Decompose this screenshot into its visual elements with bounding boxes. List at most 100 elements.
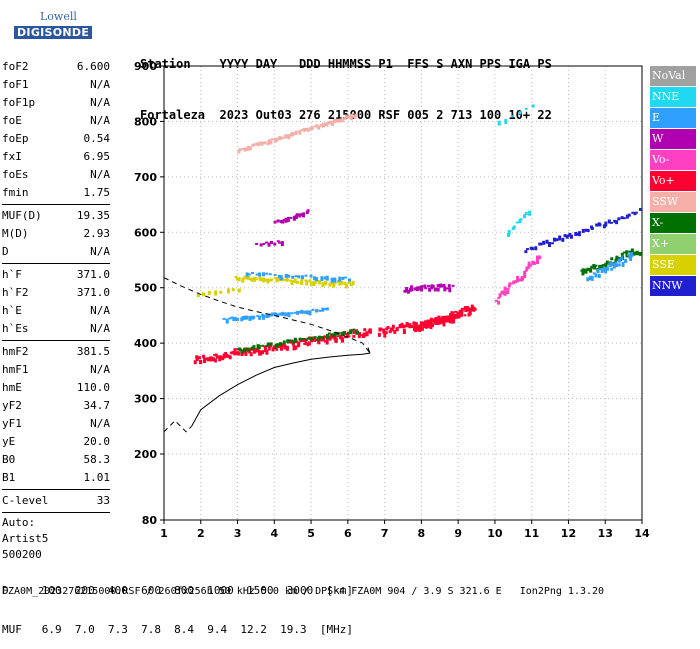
echo-point xyxy=(350,329,354,332)
echo-point xyxy=(218,355,222,359)
param-name: yF2 xyxy=(2,399,22,412)
echo-point xyxy=(306,343,310,347)
param-hes: h`Es N/A xyxy=(2,320,110,338)
echo-point xyxy=(278,136,282,141)
echo-point xyxy=(627,213,631,217)
scaled-parameters-panel: foF2 6.600 foF1 N/A foF1p N/A foE N/A foEp 0.54 fx… xyxy=(2,58,110,563)
param-value: 19.35 xyxy=(76,209,110,222)
echo-point xyxy=(196,294,200,298)
echo-point xyxy=(420,327,424,331)
echo-point xyxy=(306,209,310,213)
x-tick-label: 3 xyxy=(234,527,242,540)
echo-point xyxy=(211,357,215,362)
logo-line1: Lowell xyxy=(40,10,77,23)
echo-point xyxy=(351,280,355,285)
echo-point xyxy=(234,317,238,322)
echo-point xyxy=(506,287,510,291)
echo-point xyxy=(340,331,344,336)
echo-point xyxy=(279,136,283,140)
echo-point xyxy=(349,115,353,121)
echo-point xyxy=(207,290,211,295)
echo-point xyxy=(569,234,573,239)
echo-point xyxy=(258,141,262,144)
echo-point xyxy=(253,276,257,282)
echo-point xyxy=(536,260,540,265)
echo-point xyxy=(268,273,272,276)
echo-point xyxy=(516,279,520,283)
echo-point xyxy=(447,284,451,288)
echo-point xyxy=(586,228,590,232)
param-ye: yE 20.0 xyxy=(2,433,110,451)
echo-point xyxy=(626,253,630,256)
echo-point xyxy=(598,265,602,268)
echo-point xyxy=(444,315,448,319)
echo-point xyxy=(302,212,306,218)
echo-point xyxy=(214,290,218,296)
echo-point xyxy=(470,304,474,310)
echo-point xyxy=(202,355,206,359)
echo-point xyxy=(313,281,317,285)
echo-point xyxy=(379,327,383,331)
param-name: fmin xyxy=(2,186,29,199)
param-name: hmE xyxy=(2,381,22,394)
trace-sse xyxy=(196,288,241,298)
y-tick-label: 800 xyxy=(134,115,157,128)
topside-extrapolation xyxy=(163,277,371,354)
echo-point xyxy=(600,265,604,270)
echo-point xyxy=(301,339,305,343)
polarization-legend: NoVal NNE E W Vo- Vo+ SSW X- X+ SSE NNW xyxy=(650,66,696,297)
echo-point xyxy=(334,337,338,343)
echo-point xyxy=(292,215,296,221)
param-name: foEp xyxy=(2,132,29,145)
echo-point xyxy=(305,310,309,315)
echo-point xyxy=(321,282,325,288)
echo-point xyxy=(226,288,230,294)
echo-point xyxy=(287,312,291,318)
echo-point xyxy=(261,350,265,355)
echo-point xyxy=(590,226,594,230)
echo-point xyxy=(222,353,226,359)
echo-point xyxy=(231,288,235,292)
echo-point xyxy=(255,242,259,245)
echo-point xyxy=(258,272,262,277)
echo-point xyxy=(410,288,414,292)
echo-point xyxy=(352,330,356,334)
echo-point xyxy=(457,311,461,315)
param-md: M(D) 2.93 xyxy=(2,225,110,243)
echo-point xyxy=(427,285,431,288)
trace-e xyxy=(222,307,329,324)
echo-point xyxy=(313,336,317,339)
param-value: N/A xyxy=(90,245,110,258)
echo-point xyxy=(307,341,311,346)
echo-point xyxy=(443,286,447,292)
echo-point xyxy=(456,314,460,318)
param-hf: h`F 371.0 xyxy=(2,266,110,284)
y-tick-label: 200 xyxy=(134,448,157,461)
profile-extrapolation xyxy=(163,419,192,433)
echo-point xyxy=(269,240,273,244)
echo-point xyxy=(298,213,302,218)
echo-point xyxy=(274,343,278,349)
echo-point xyxy=(598,268,602,271)
echo-point xyxy=(279,312,283,316)
echo-point xyxy=(304,341,308,345)
echo-point xyxy=(525,248,529,251)
echo-point xyxy=(262,314,266,320)
chart-grid xyxy=(164,66,642,520)
echo-point xyxy=(298,311,302,314)
echo-point xyxy=(273,220,277,224)
echo-point xyxy=(304,338,308,341)
echo-point xyxy=(281,311,285,316)
echo-point xyxy=(617,263,621,267)
param-separator xyxy=(2,512,110,513)
echo-point xyxy=(305,280,309,286)
param-name: h`E xyxy=(2,304,22,317)
echo-point xyxy=(317,340,321,345)
echo-point xyxy=(290,312,294,315)
echo-point xyxy=(610,267,614,271)
echo-point xyxy=(319,123,323,127)
echo-point xyxy=(508,282,512,286)
echo-point xyxy=(257,142,261,147)
auto-l2: Artist5 xyxy=(2,532,49,545)
echo-point xyxy=(241,148,245,151)
